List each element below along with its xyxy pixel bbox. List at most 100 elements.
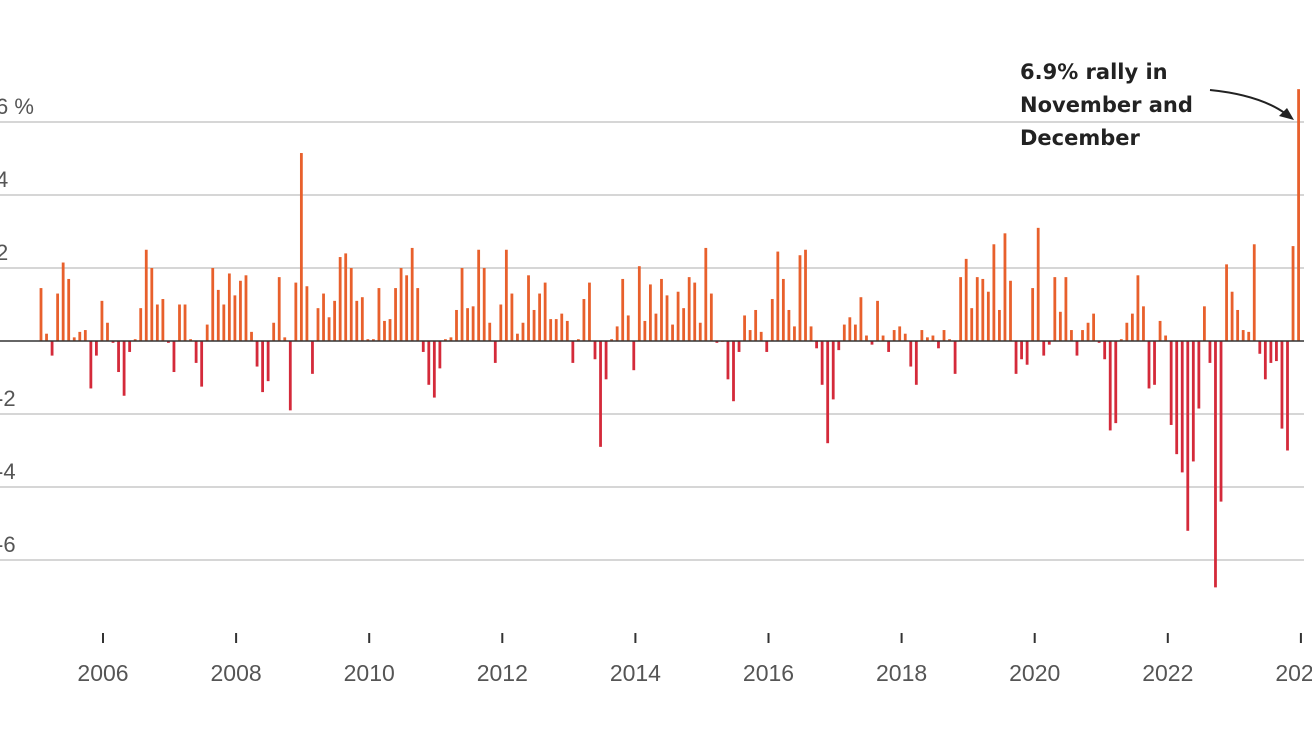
bar	[200, 341, 204, 387]
y-tick-label: 2	[0, 240, 8, 265]
bar	[1280, 341, 1284, 429]
bar	[898, 326, 902, 341]
bar	[432, 341, 436, 398]
bar	[283, 337, 287, 341]
bar	[1225, 264, 1228, 341]
bar	[931, 335, 935, 341]
bar	[532, 309, 536, 341]
bar	[1203, 306, 1206, 341]
bar	[460, 268, 464, 341]
annotation-line-1: 6.9% rally in	[1020, 60, 1168, 84]
bar	[471, 306, 475, 341]
bar	[277, 277, 281, 341]
bar	[876, 300, 879, 341]
bar	[482, 268, 486, 341]
bar	[499, 304, 503, 341]
bar	[1058, 311, 1062, 341]
bar	[161, 299, 165, 341]
bar	[294, 282, 298, 341]
x-tick-label: 2014	[610, 660, 661, 686]
bar	[571, 341, 575, 363]
bar	[349, 268, 353, 341]
bar	[986, 291, 990, 341]
bar	[106, 322, 109, 341]
bar	[266, 341, 270, 382]
bar	[1297, 89, 1300, 342]
bar	[255, 341, 259, 367]
bar	[1169, 341, 1173, 425]
bar	[261, 341, 264, 393]
bar	[715, 341, 719, 343]
bar	[117, 341, 120, 373]
bar	[493, 341, 497, 363]
bar	[998, 309, 1001, 341]
bar	[1241, 330, 1245, 341]
bar	[671, 324, 674, 341]
bar	[133, 339, 137, 341]
bar	[1252, 244, 1256, 341]
bar	[698, 322, 702, 341]
bar	[693, 282, 697, 341]
bar	[920, 330, 924, 341]
bar	[948, 339, 951, 341]
bar	[565, 320, 569, 341]
bar	[831, 341, 835, 400]
x-tick-label: 2018	[876, 660, 927, 686]
bar	[1142, 306, 1145, 341]
gridlines	[0, 121, 1304, 561]
bar	[111, 341, 115, 343]
bar	[1064, 277, 1068, 341]
bar	[183, 304, 187, 341]
y-tick-label: 6 %	[0, 94, 34, 119]
bar	[1236, 309, 1240, 341]
bar	[1164, 335, 1168, 341]
bar	[1158, 320, 1162, 341]
bar	[56, 293, 60, 341]
bar	[344, 253, 348, 341]
bar	[1092, 313, 1095, 341]
bar	[865, 335, 868, 341]
bar	[870, 341, 874, 345]
bar	[272, 322, 276, 341]
bar	[466, 308, 469, 341]
bar	[167, 341, 170, 343]
bar	[981, 278, 985, 341]
bar	[798, 255, 802, 341]
bar	[1014, 341, 1018, 374]
bar	[128, 341, 132, 352]
bar	[1219, 341, 1223, 502]
annotation-arrow-icon	[1209, 89, 1287, 115]
bar	[726, 341, 730, 380]
bar	[316, 308, 320, 341]
bar	[516, 333, 519, 341]
bar	[809, 326, 813, 341]
bar	[89, 341, 93, 389]
bar	[1025, 341, 1029, 365]
bar	[427, 341, 431, 385]
bar	[576, 339, 580, 341]
bar	[748, 330, 752, 341]
x-tick-label: 2006	[77, 660, 128, 686]
bar	[1103, 341, 1107, 360]
bar	[205, 324, 209, 341]
bar	[1036, 227, 1040, 341]
bar	[615, 326, 619, 341]
bar	[1286, 341, 1289, 451]
bars	[39, 89, 1300, 588]
bar	[1108, 341, 1112, 431]
bar	[1175, 341, 1179, 455]
bar	[704, 247, 708, 341]
bar	[1258, 341, 1262, 354]
bar	[759, 331, 763, 341]
y-tick-label: 4	[0, 167, 8, 192]
bar	[305, 286, 309, 341]
bar	[488, 322, 492, 341]
annotation: 6.9% rally in November and December	[1020, 60, 1294, 150]
annotation-line-2: November and	[1020, 93, 1193, 117]
bar	[388, 319, 392, 341]
bar	[444, 339, 447, 341]
bar	[95, 341, 98, 356]
bar	[327, 317, 331, 341]
bar	[848, 317, 852, 341]
bar	[909, 341, 913, 367]
